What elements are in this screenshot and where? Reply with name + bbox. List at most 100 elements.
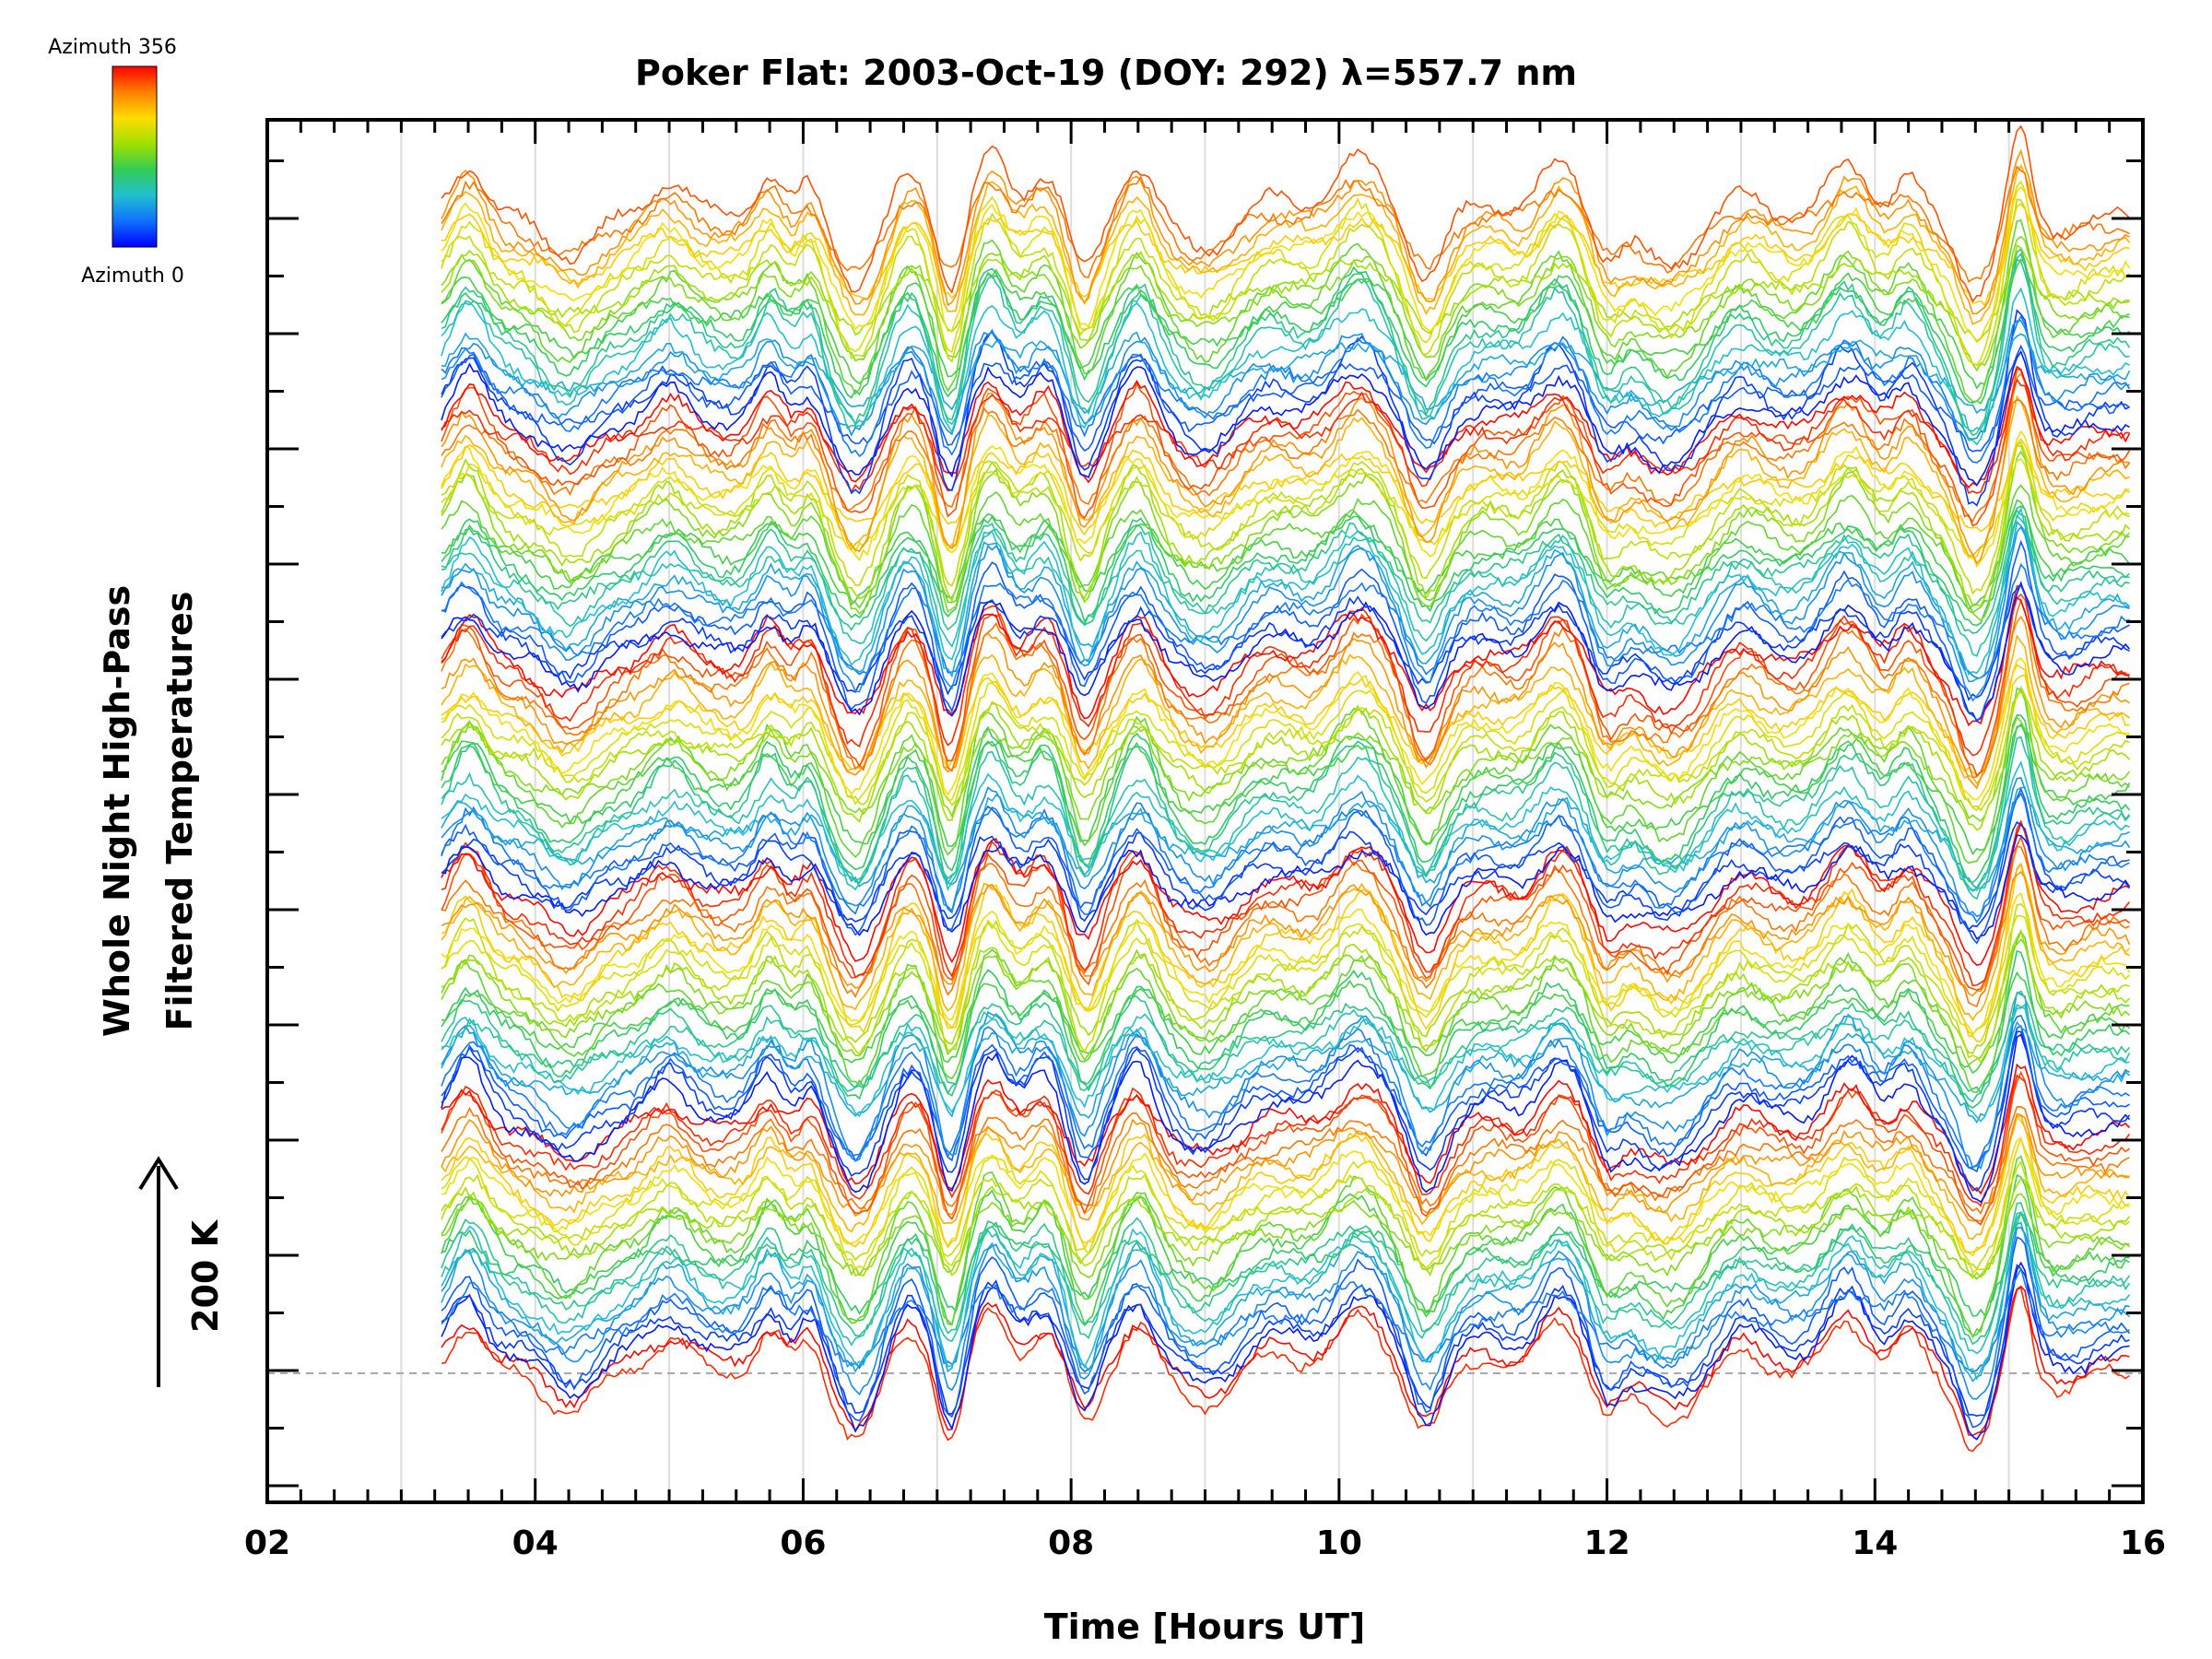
x-tick-label: 04 (512, 1524, 559, 1562)
series-line (441, 674, 2130, 812)
series-line (441, 786, 2130, 889)
series-line (441, 597, 2130, 779)
series-line (441, 835, 2131, 992)
series-line (441, 287, 2130, 432)
series-line (441, 331, 2131, 415)
series-line (441, 723, 2131, 891)
series-line (441, 1227, 2130, 1400)
series-line (441, 253, 2130, 405)
series-line (441, 1160, 2130, 1271)
series-line (441, 862, 2131, 1042)
series-line (441, 585, 2130, 757)
series-line (441, 990, 2131, 1095)
series-line (441, 1030, 2131, 1193)
series-line (441, 715, 2131, 822)
series-line (441, 258, 2130, 390)
series-line (441, 1004, 2130, 1103)
series-line (441, 394, 2130, 558)
series-line (441, 776, 2131, 918)
series-line (441, 657, 2130, 801)
series-line (441, 1074, 2131, 1207)
series-line (441, 971, 2131, 1075)
x-tick-label: 08 (1048, 1524, 1094, 1562)
series-line (441, 165, 2130, 283)
series-line (441, 1211, 2131, 1355)
series-line (441, 244, 2130, 343)
series-line (441, 458, 2130, 559)
series-line (441, 1114, 2131, 1254)
series-line (441, 1020, 2131, 1124)
series-line (441, 444, 2131, 607)
x-tick-label: 06 (780, 1524, 826, 1562)
series-line (441, 450, 2131, 622)
x-tick-labels: 02 04 06 08 10 12 14 16 (244, 1524, 2166, 1562)
series-line (441, 892, 2131, 1035)
series-line (441, 520, 2131, 683)
series-line (441, 792, 2130, 924)
colorbar: Azimuth 356 Azimuth 0 (48, 36, 184, 288)
x-axis-label: Time [Hours UT] (1044, 1606, 1366, 1647)
series-line (441, 124, 2131, 303)
x-tick-label: 02 (244, 1524, 290, 1562)
series-line (441, 525, 2130, 702)
series-line (441, 820, 2131, 931)
scale-arrow (138, 1156, 179, 1387)
series-line (441, 686, 2131, 831)
series-line (441, 438, 2130, 536)
series-line (441, 914, 2131, 1037)
series-line (441, 219, 2130, 403)
series-line (441, 1221, 2131, 1382)
series-line (441, 634, 2130, 785)
series-line (441, 320, 2130, 441)
series-line (441, 539, 2130, 722)
series-line (441, 505, 2131, 627)
series-line (441, 1285, 2130, 1437)
series-line (441, 691, 2130, 812)
series-line (441, 687, 2131, 865)
series-line (441, 180, 2131, 367)
series-line (441, 787, 2130, 945)
colorbar-bottom-label: Azimuth 0 (81, 265, 184, 288)
colorbar-top-label: Azimuth 356 (48, 36, 177, 59)
ticks (265, 120, 2145, 1502)
series-line (441, 398, 2131, 524)
series-line (441, 368, 2131, 527)
series-line (441, 1266, 2130, 1373)
series-line (441, 714, 2131, 884)
series-line (441, 1287, 2130, 1453)
series-line (441, 1173, 2130, 1337)
series-line (441, 1155, 2130, 1340)
series-line (441, 378, 2130, 494)
series-line (441, 582, 2130, 701)
series-line (441, 484, 2130, 614)
series-line (441, 198, 2130, 367)
series-line (441, 1210, 2130, 1318)
series-line (441, 562, 2130, 679)
series-line (441, 1063, 2131, 1195)
series-line (441, 596, 2130, 727)
series-line (441, 1236, 2131, 1429)
series-line (441, 1112, 2130, 1223)
series-line (441, 248, 2131, 437)
series-line (441, 349, 2130, 488)
x-tick-label: 12 (1584, 1524, 1630, 1562)
series-line (441, 258, 2130, 446)
series-group (441, 124, 2131, 1453)
series-line (441, 1014, 2130, 1169)
series-line (441, 1135, 2130, 1275)
series-line (441, 365, 2131, 489)
series-line (441, 203, 2130, 307)
y-axis-label-line2: Filtered Temperatures (159, 592, 200, 1031)
chart-title: Poker Flat: 2003-Oct-19 (DOY: 292) λ=557… (635, 53, 1577, 93)
series-line (441, 1033, 2131, 1204)
series-line (441, 949, 2131, 1109)
x-tick-label: 16 (2120, 1524, 2166, 1562)
scale-label: 200 K (185, 1218, 226, 1333)
series-line (441, 344, 2130, 453)
y-axis-label-line1: Whole Night High-Pass (97, 585, 137, 1037)
series-line (441, 664, 2130, 778)
series-line (441, 1193, 2131, 1280)
x-tick-label: 14 (1852, 1524, 1898, 1562)
series-line (441, 1261, 2130, 1441)
